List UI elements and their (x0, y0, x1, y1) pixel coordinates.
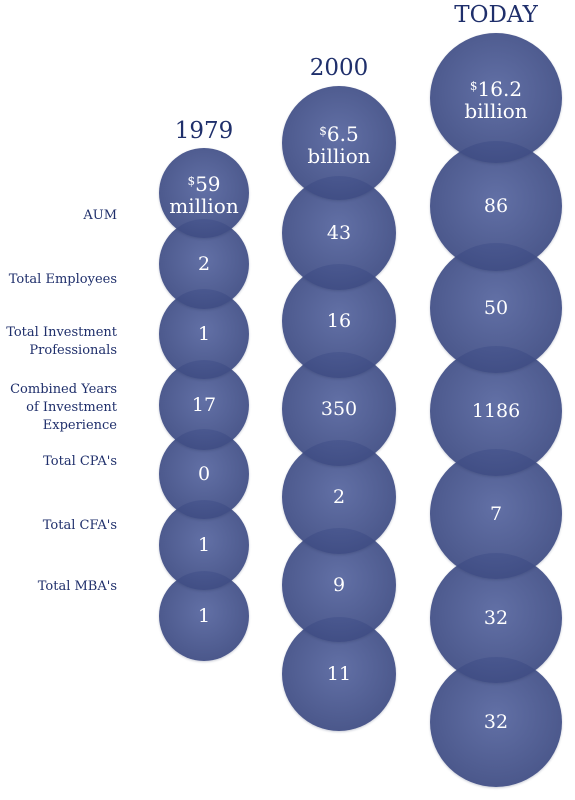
aum-amount: 6.5 (326, 121, 359, 146)
currency-symbol: $ (187, 173, 196, 188)
row-label-total-employees: Total Employees (8, 272, 117, 287)
row-label-total-cpas: Total CPA's (43, 454, 117, 469)
row-label-total-cfas: Total CFA's (42, 518, 117, 533)
bubble-1979-investment-professionals: 1 (159, 289, 249, 379)
row-label-years-experience: Combined Years of Investment Experience (10, 382, 117, 433)
bubble-2000-aum: $6.5 billion (282, 86, 396, 200)
bubble-today-aum: $16.2 billion (430, 33, 562, 163)
currency-symbol: $ (319, 123, 327, 138)
column-title-2000: 2000 (309, 55, 369, 81)
currency-symbol: $ (469, 78, 478, 93)
bubble-1979-years-experience: 17 (159, 360, 249, 450)
aum-unit: billion (464, 98, 528, 123)
aum-amount: 59 (195, 171, 221, 196)
column-title-today: TODAY (454, 2, 538, 28)
row-label-aum: AUM (83, 208, 117, 223)
aum-unit: million (169, 193, 239, 218)
bubble-2000-total-mbas: 11 (282, 617, 396, 731)
row-label-investment-professionals: Total Investment Professionals (6, 325, 117, 358)
aum-unit: billion (307, 143, 371, 168)
bubble-1979-total-cpas: 0 (159, 429, 249, 519)
aum-amount: 16.2 (477, 76, 523, 101)
row-label-total-mbas: Total MBA's (37, 579, 117, 594)
bubble-1979-aum: $59 million (159, 148, 249, 238)
column-title-1979: 1979 (174, 118, 234, 144)
